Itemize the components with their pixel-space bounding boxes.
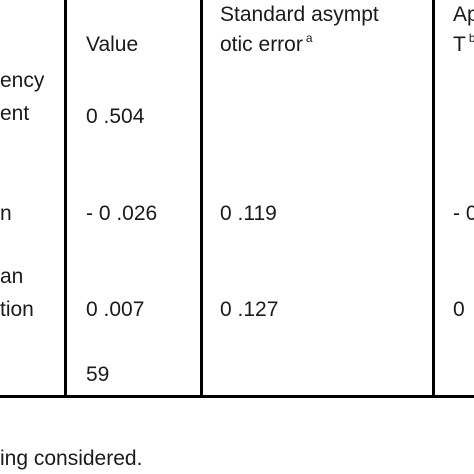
table-bottom-border xyxy=(0,395,474,398)
row-2-label-line1: n xyxy=(0,202,12,225)
row-1-label-line2: ent xyxy=(0,102,30,125)
footnote-marker-a: a xyxy=(305,31,313,45)
header-value: Value xyxy=(86,33,139,56)
row-3-value: 0 .007 xyxy=(86,298,145,321)
row-2-value: - 0 .026 xyxy=(86,202,158,225)
row-1-value: 0 .504 xyxy=(86,105,145,128)
row-2-std-error: 0 .119 xyxy=(220,202,277,225)
column-divider-label xyxy=(64,0,67,398)
row-2-approx-t: - 0 xyxy=(453,202,474,225)
row-3-label-line1: an xyxy=(0,265,24,288)
row-1-label-line1: ency xyxy=(0,69,45,92)
header-approx-t-line1: Ap xyxy=(453,3,474,26)
header-std-error-line2: otic error a xyxy=(220,31,313,56)
header-std-error-line1: Standard asympt xyxy=(220,3,379,26)
column-divider-value xyxy=(200,0,203,398)
column-divider-stderr xyxy=(432,0,435,398)
row-4-value: 59 xyxy=(86,363,110,386)
table-footnote: ing considered. xyxy=(0,447,143,470)
footnote-marker-b: b xyxy=(468,31,474,45)
row-3-std-error: 0 .127 xyxy=(220,298,279,321)
row-3-label-line2: tion xyxy=(0,298,34,321)
row-3-approx-t: 0 xyxy=(453,298,465,321)
